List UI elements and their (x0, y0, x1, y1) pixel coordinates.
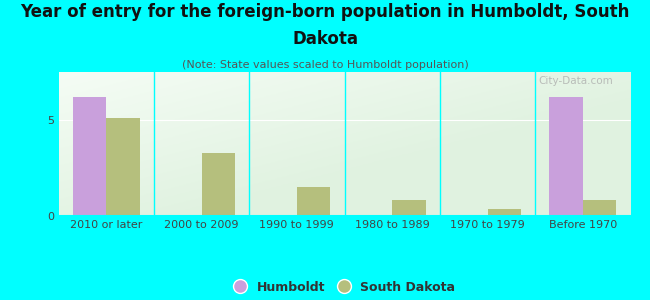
Text: Dakota: Dakota (292, 30, 358, 48)
Bar (583, 200, 616, 216)
Bar (549, 97, 583, 216)
Legend: Humboldt, South Dakota: Humboldt, South Dakota (229, 276, 460, 299)
Bar (106, 118, 140, 216)
Text: Year of entry for the foreign-born population in Humboldt, South: Year of entry for the foreign-born popul… (20, 3, 630, 21)
Bar (392, 200, 426, 216)
Bar (73, 97, 106, 216)
Text: City-Data.com: City-Data.com (539, 76, 614, 86)
Bar (297, 187, 330, 216)
Text: (Note: State values scaled to Humboldt population): (Note: State values scaled to Humboldt p… (181, 60, 469, 70)
Bar (488, 209, 521, 216)
Bar (202, 153, 235, 216)
